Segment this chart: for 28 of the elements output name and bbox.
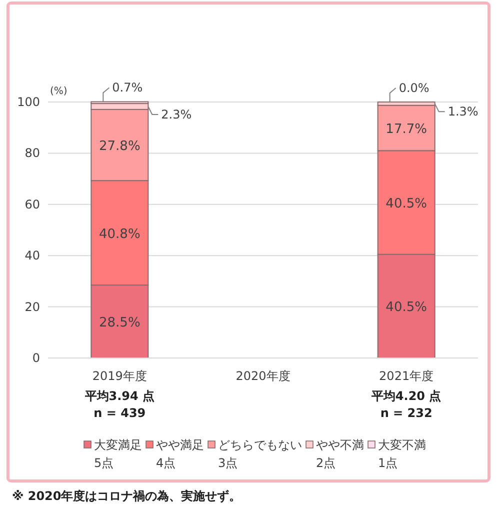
y-tick-label: 80 xyxy=(24,146,40,160)
y-tick-label: 60 xyxy=(24,197,40,212)
data-label: 40.5% xyxy=(386,196,427,212)
data-label: 0.7% xyxy=(112,80,143,95)
text: 平均4.20 点 n = 232 xyxy=(370,389,442,420)
data-label: 1.3% xyxy=(448,104,478,119)
legend-label: どちらでもない 3点 xyxy=(218,438,302,470)
legend-label: 大変満足 5点 xyxy=(94,438,142,470)
y-axis-title: (%) xyxy=(50,86,68,97)
data-label: 40.8% xyxy=(99,226,140,242)
text: ※ 2020年度はコロナ禍の為、実施せず。 xyxy=(12,489,242,503)
legend-label: やや満足 4点 xyxy=(156,438,204,470)
data-label: 27.8% xyxy=(99,139,140,154)
text: 平均3.94 点 n = 439 xyxy=(84,389,155,420)
x-tick-label: 2021年度 xyxy=(379,369,434,383)
legend-label: 大変不満 1点 xyxy=(378,438,426,470)
data-label: 2.3% xyxy=(161,107,192,122)
data-label: 40.5% xyxy=(386,300,427,316)
y-tick-label: 0 xyxy=(32,351,40,365)
y-tick-label: 100 xyxy=(17,95,40,109)
y-tick-label: 40 xyxy=(24,248,40,263)
data-label: 28.5% xyxy=(99,316,140,331)
data-label: 17.7% xyxy=(386,122,427,137)
x-tick-label: 2019年度 xyxy=(92,369,147,383)
x-tick-label: 2020年度 xyxy=(236,369,290,383)
data-label: 0.0% xyxy=(398,81,430,95)
y-tick-label: 20 xyxy=(24,300,40,314)
legend-label: やや不満 2点 xyxy=(316,438,364,470)
